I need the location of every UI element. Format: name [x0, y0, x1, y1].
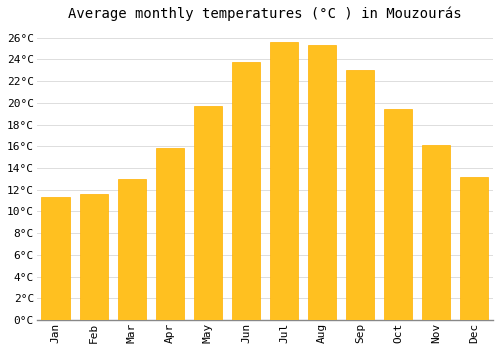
- Bar: [156, 148, 184, 320]
- Bar: [346, 70, 374, 320]
- Bar: [194, 106, 222, 320]
- Bar: [270, 42, 298, 320]
- Bar: [232, 62, 260, 320]
- Bar: [42, 197, 70, 320]
- Bar: [384, 109, 412, 320]
- Bar: [422, 145, 450, 320]
- Bar: [80, 194, 108, 320]
- Title: Average monthly temperatures (°C ) in Mouzourás: Average monthly temperatures (°C ) in Mo…: [68, 7, 462, 21]
- Bar: [460, 177, 488, 320]
- Bar: [308, 45, 336, 320]
- Bar: [118, 179, 146, 320]
